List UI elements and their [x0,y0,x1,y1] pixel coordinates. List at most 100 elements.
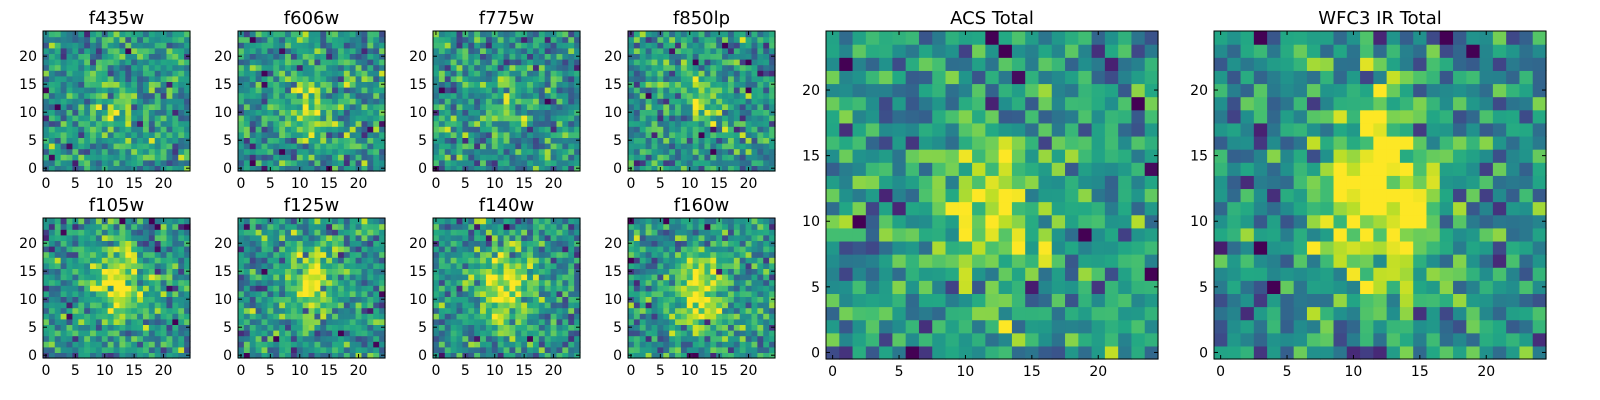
heatmap-cell [562,246,569,253]
heatmap-cell [154,42,162,49]
heatmap-cell [628,335,635,342]
heatmap-cell [450,324,458,331]
heatmap-cell [468,126,475,133]
heatmap-cell [379,103,386,110]
heatmap-cell [710,352,717,359]
heatmap-cell [550,246,558,253]
heatmap-cell [332,103,339,110]
heatmap-cell [255,81,263,88]
heatmap-cell [515,285,522,292]
heatmap-cell [680,148,688,155]
heatmap-cell [243,257,251,264]
heatmap-cell [727,302,735,309]
heatmap-cell [154,75,162,82]
heatmap-cell [296,59,304,66]
heatmap-cell [243,165,251,172]
heatmap-cell [628,285,635,292]
heatmap-cell [66,223,73,230]
heatmap-cell [716,53,723,60]
heatmap-cell [716,279,723,286]
heatmap-cell [78,165,85,172]
heatmap-cell [645,31,653,38]
heatmap-cell [343,75,351,82]
heatmap-cell [739,115,747,122]
heatmap-cell [645,165,653,172]
heatmap-cell [468,148,475,155]
heatmap-cell [645,120,653,127]
heatmap-cell [66,279,73,286]
heatmap-cell [101,148,109,155]
heatmap-cell [48,285,56,292]
heatmap-cell [763,341,770,348]
heatmap-cell [267,313,274,320]
heatmap-cell [751,47,758,54]
heatmap-cell [450,165,458,172]
heatmap-cell [60,31,68,38]
heatmap-cell [686,346,694,353]
heatmap-cell [509,115,516,122]
heatmap-cell [574,274,581,281]
heatmap-cell [349,92,357,99]
heatmap-cell [119,70,126,77]
heatmap-cell [628,64,635,71]
heatmap-cell [184,92,191,99]
heatmap-cell [355,346,363,353]
heatmap-cell [290,268,298,275]
heatmap-cell [657,137,664,144]
heatmap-cell [267,246,274,253]
heatmap-cell [438,70,446,77]
heatmap-cell [355,75,363,82]
heatmap-cell [568,346,575,353]
heatmap-cell [355,36,363,43]
heatmap-cell [72,98,79,105]
heatmap-cell [308,70,316,77]
heatmap-cell [302,165,310,172]
heatmap-cell [645,59,653,66]
heatmap-cell [355,234,363,241]
heatmap-cell [757,70,764,77]
heatmap-cell [255,285,263,292]
heatmap-cell [131,341,138,348]
heatmap-cell [285,251,292,258]
heatmap-cell [675,120,682,127]
heatmap-cell [48,324,56,331]
heatmap-cell [154,31,162,38]
heatmap-cell [468,279,475,286]
heatmap-cell [757,64,764,71]
heatmap-cell [113,75,121,82]
heatmap-cell [544,120,552,127]
heatmap-cell [308,42,316,49]
heatmap-cell [302,31,310,38]
heatmap-cell [160,120,168,127]
heatmap-cell [184,246,191,253]
heatmap-cell [107,318,115,325]
heatmap-cell [148,47,156,54]
heatmap-cell [308,87,316,94]
heatmap-cell [101,98,109,105]
heatmap-cell [474,274,481,281]
heatmap-cell [154,64,162,71]
heatmap-cell [367,126,374,133]
heatmap-cell [361,31,368,38]
heatmap-cell [521,335,528,342]
heatmap-cell [119,98,126,105]
heatmap-cell [550,53,558,60]
heatmap-cell [84,285,91,292]
heatmap-cell [651,47,658,54]
heatmap-cell [686,318,694,325]
heatmap-cell [343,262,351,269]
heatmap-cell [480,42,487,49]
heatmap-cell [178,87,185,94]
heatmap-cell [279,143,286,150]
heatmap-cell [54,229,62,236]
heatmap-cell [751,137,758,144]
heatmap-cell [532,59,540,66]
heatmap-cell [349,47,357,54]
heatmap-cell [361,335,368,342]
heatmap-cell [172,285,179,292]
heatmap-cell [43,229,50,236]
heatmap-cell [657,75,664,82]
heatmap-cell [474,307,481,314]
heatmap-cell [663,274,670,281]
heatmap-cell [154,218,162,225]
